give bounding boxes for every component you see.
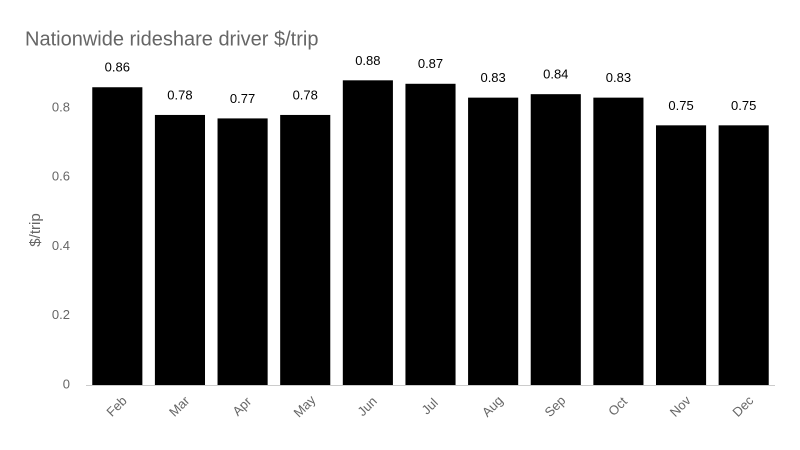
x-tick-label: Jul (419, 395, 441, 417)
bar (530, 94, 581, 385)
x-tick-label: Aug (479, 393, 506, 420)
value-label: 0.83 (606, 70, 631, 85)
bar (280, 114, 331, 386)
y-tick-label: 0.8 (52, 99, 70, 114)
value-label: 0.77 (230, 91, 255, 106)
value-label: 0.75 (668, 98, 693, 113)
y-tick-label: 0.6 (52, 169, 70, 184)
y-tick-label: 0.4 (52, 238, 70, 253)
bar (154, 114, 206, 386)
value-label: 0.75 (731, 98, 756, 113)
bar (655, 125, 707, 385)
value-label: 0.86 (105, 60, 130, 75)
x-tick-label: May (290, 392, 318, 420)
bar (405, 83, 456, 385)
bar (718, 125, 769, 385)
y-axis-label: $/trip (27, 213, 44, 246)
x-tick-label: Feb (103, 393, 129, 419)
bar (92, 87, 143, 385)
bar (342, 80, 393, 385)
x-tick-label: Nov (667, 392, 694, 419)
x-tick-label: Oct (605, 394, 630, 419)
x-tick-label: Dec (729, 392, 756, 419)
x-tick-label: Mar (166, 393, 193, 420)
bar (217, 118, 268, 386)
value-label: 0.78 (167, 87, 192, 102)
bar (593, 97, 644, 385)
value-label: 0.87 (418, 56, 443, 71)
x-tick-label: Sep (542, 393, 569, 420)
value-label: 0.84 (543, 67, 568, 82)
bar (468, 97, 519, 385)
x-tick-label: Jun (354, 394, 379, 419)
value-label: 0.88 (355, 53, 380, 68)
y-tick-label: 0 (63, 376, 70, 391)
value-label: 0.78 (293, 87, 318, 102)
x-tick-label: Apr (229, 393, 254, 418)
chart-title: Nationwide rideshare driver $/trip (25, 28, 318, 50)
y-tick-label: 0.2 (52, 307, 70, 322)
value-label: 0.83 (480, 70, 505, 85)
